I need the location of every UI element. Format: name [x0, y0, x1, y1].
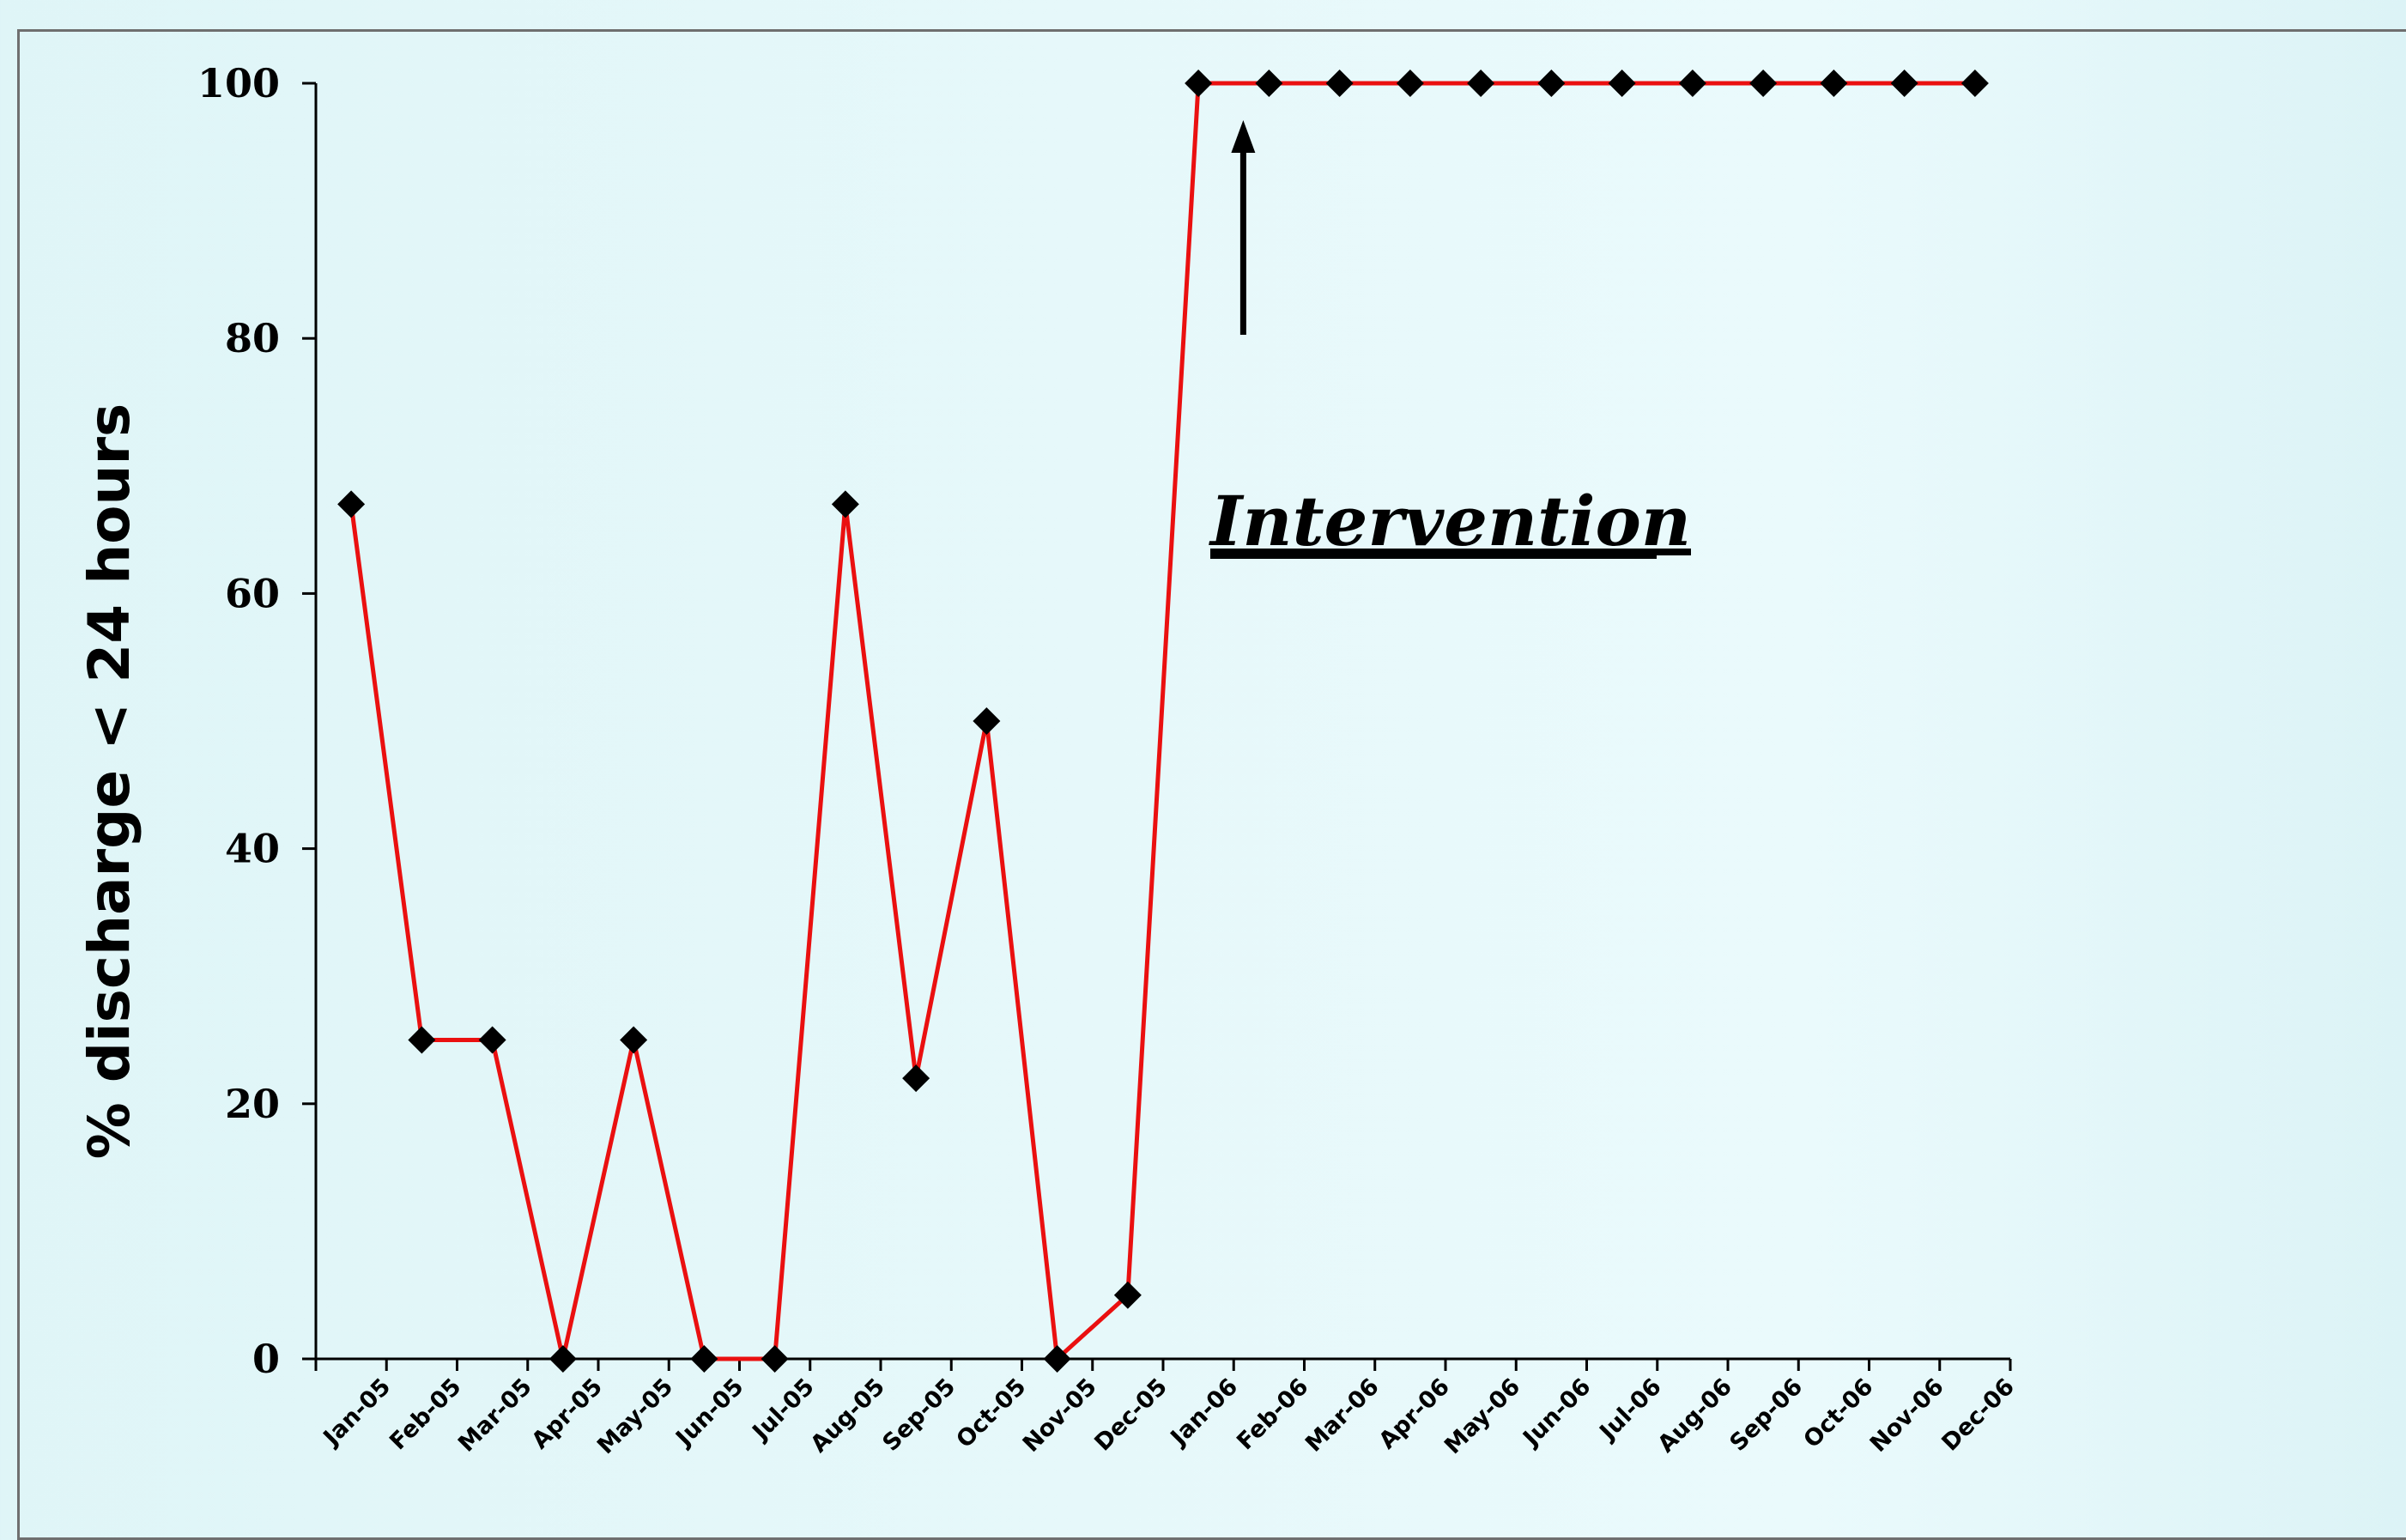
- data-point: [761, 1345, 789, 1373]
- x-tick-label: Mar-05: [453, 1373, 537, 1458]
- y-tick-label: 20: [225, 1081, 280, 1127]
- intervention-label: Intervention: [1209, 481, 1691, 561]
- data-point: [1396, 70, 1424, 97]
- y-tick-label: 60: [225, 570, 280, 616]
- series-line: [348, 81, 1975, 1364]
- x-tick-label: Aug-06: [1652, 1373, 1736, 1458]
- data-point: [1890, 70, 1918, 97]
- x-tick-label: Mar-06: [1300, 1373, 1385, 1458]
- y-axis-label: % discharge < 24 hours: [76, 403, 142, 1160]
- annotation: Intervention: [1209, 120, 1691, 561]
- x-tick-label: Aug-05: [805, 1373, 889, 1458]
- x-tick-label: Jan-06: [1165, 1373, 1243, 1452]
- x-tick-label: Dec-06: [1936, 1373, 2020, 1457]
- line-chart: 0 20 40 60 80 100 Jan-05Feb-05Mar-05Apr-05May…: [76, 60, 2020, 1459]
- data-point: [408, 1026, 436, 1054]
- y-tick-label: 80: [225, 315, 280, 361]
- data-point: [1537, 70, 1566, 97]
- data-point: [1820, 70, 1848, 97]
- x-tick-label: Sep-05: [877, 1373, 961, 1457]
- y-tick-label: 100: [197, 60, 280, 106]
- data-point: [478, 1026, 506, 1054]
- x-tick-label: May-05: [592, 1373, 678, 1459]
- x-tick-label: Jun-05: [670, 1373, 748, 1452]
- data-point: [1185, 70, 1213, 97]
- data-point: [1678, 70, 1706, 97]
- x-tick-label: Feb-05: [385, 1373, 466, 1455]
- data-point: [548, 1345, 577, 1373]
- x-tick-label: Feb-06: [1232, 1373, 1313, 1455]
- data-point: [337, 490, 366, 518]
- data-point: [1749, 70, 1778, 97]
- data-point: [1608, 70, 1636, 97]
- x-tick-label: Dec-05: [1089, 1373, 1173, 1457]
- y-ticks: 0 20 40 60 80 100: [197, 60, 316, 1382]
- data-point: [1113, 1281, 1142, 1309]
- intervention-arrow-head: [1231, 120, 1256, 153]
- data-point: [1961, 70, 1989, 97]
- x-ticks: Jan-05Feb-05Mar-05Apr-05May-05Jun-05Jul-…: [314, 1359, 2020, 1459]
- x-tick-label: Jun-06: [1517, 1373, 1596, 1452]
- x-tick-label: Nov-05: [1018, 1373, 1102, 1458]
- data-point: [1043, 1345, 1071, 1373]
- y-tick-label: 0: [252, 1336, 280, 1382]
- data-point: [1255, 70, 1283, 97]
- x-tick-label: Jan-05: [318, 1373, 396, 1452]
- data-point: [1467, 70, 1495, 97]
- data-point: [831, 490, 859, 518]
- x-tick-label: Sep-06: [1724, 1373, 1808, 1457]
- y-tick-label: 40: [225, 826, 280, 872]
- series: [337, 70, 1989, 1373]
- data-point: [902, 1064, 930, 1093]
- data-point: [690, 1345, 718, 1373]
- x-tick-label: Nov-06: [1865, 1373, 1949, 1458]
- data-point: [973, 707, 1001, 735]
- data-point: [1325, 70, 1354, 97]
- data-point: [620, 1026, 648, 1054]
- chart: 0 20 40 60 80 100 Jan-05 Feb-05 Mar-05 Apr-05 May…: [17, 29, 2406, 1540]
- x-tick-label: May-06: [1439, 1373, 1525, 1459]
